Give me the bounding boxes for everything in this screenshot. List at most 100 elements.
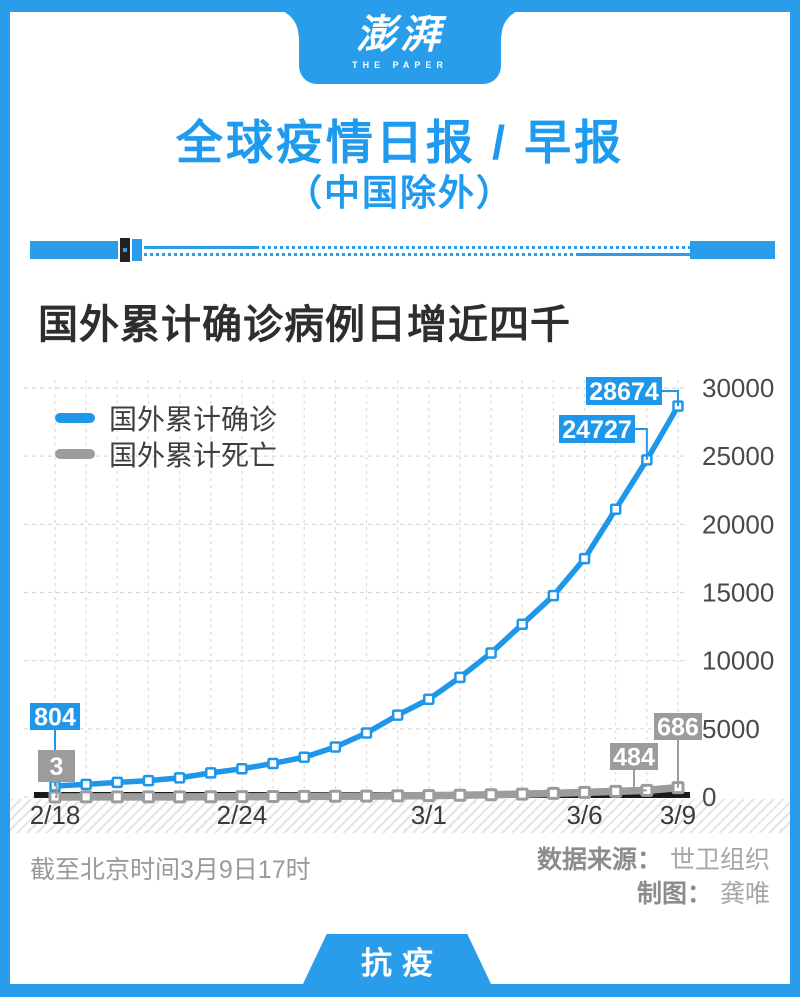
data-point-marker <box>516 618 528 631</box>
legend-label: 国外累计死亡 <box>109 440 278 471</box>
annotation-connector <box>635 428 648 460</box>
data-point-marker <box>141 790 155 804</box>
divider-left-block <box>30 241 118 259</box>
data-point-marker <box>235 790 249 804</box>
data-point-marker <box>329 741 342 753</box>
campaign-tag: 抗疫 <box>361 945 443 981</box>
deaths-line-swatch <box>55 449 95 459</box>
divider-line <box>144 246 256 249</box>
data-point-marker <box>609 503 622 515</box>
annotation-box <box>559 415 635 443</box>
data-point-marker <box>328 789 342 803</box>
annotation-value: 28674 <box>589 378 659 406</box>
data-point-marker <box>173 790 187 804</box>
data-point-marker <box>204 790 218 804</box>
page-frame-right <box>790 0 800 997</box>
legend-item-confirmed: 国外累计确诊 <box>55 400 277 436</box>
divider-buckle-dot <box>123 248 127 252</box>
annotation-box <box>586 377 662 405</box>
header-logo-tab: 澎湃 THE PAPER <box>271 0 529 84</box>
data-point-marker <box>298 751 310 763</box>
thepaper-logo: 澎湃 <box>356 12 444 57</box>
credit-label: 制图： <box>636 880 712 908</box>
line-chart: 0 5000 10000 15000 20000 25000 30000 2/18 2/24 3/… <box>24 373 774 830</box>
annotation-value: 3 <box>50 753 64 781</box>
credit-line: 制图： 龚唯 <box>537 877 770 911</box>
footer-credits: 数据来源： 世卫组织 制图： 龚唯 <box>537 843 770 911</box>
x-axis-hatch-band <box>10 799 790 833</box>
divider-small-block <box>132 239 142 261</box>
data-point-marker <box>142 774 155 787</box>
divider-right-block <box>690 241 775 259</box>
data-point-marker <box>578 785 592 799</box>
data-point-marker <box>173 772 186 784</box>
data-point-marker <box>547 589 560 602</box>
data-point-marker <box>391 709 404 721</box>
data-point-marker <box>267 757 279 770</box>
page-frame-left <box>0 0 10 997</box>
annotation-value: 804 <box>34 704 76 732</box>
annotation-connector <box>55 782 58 798</box>
chart-title: 国外累计确诊病例日增近四千 <box>38 303 571 347</box>
data-point-marker <box>515 787 529 801</box>
data-point-marker <box>422 789 436 803</box>
data-point-marker <box>453 788 467 802</box>
data-point-marker <box>79 790 93 804</box>
data-point-marker <box>454 671 466 684</box>
data-point-marker <box>111 776 124 789</box>
y-axis-tick-label: 15000 <box>702 578 774 608</box>
confirmed-line-swatch <box>55 413 95 423</box>
data-point-marker <box>423 693 435 706</box>
data-point-marker <box>205 767 217 779</box>
decorative-divider <box>0 234 800 266</box>
annotation-value: 484 <box>613 744 655 772</box>
data-point-marker <box>546 786 560 800</box>
data-point-marker <box>360 727 373 739</box>
data-point-marker <box>485 647 497 659</box>
chart-legend: 国外累计确诊 国外累计死亡 <box>55 400 277 472</box>
x-axis-tick-label: 2/24 <box>217 800 268 830</box>
annotation-connector <box>662 390 679 407</box>
data-source-line: 数据来源： 世卫组织 <box>537 843 770 877</box>
divider-dotted-line <box>144 253 578 256</box>
legend-label: 国外累计确诊 <box>109 404 278 435</box>
y-axis-tick-label: 5000 <box>702 714 760 744</box>
thepaper-logo-en: THE PAPER <box>352 60 448 70</box>
annotation-connector <box>633 770 647 792</box>
annotation-box <box>30 703 80 730</box>
data-point-marker <box>578 552 591 565</box>
data-point-marker <box>80 778 92 791</box>
data-point-marker <box>391 789 405 803</box>
cutoff-time-note: 截至北京时间3月9日17时 <box>30 856 311 884</box>
page-frame-bottom <box>0 984 800 997</box>
data-point-marker <box>360 789 373 803</box>
divider-line <box>578 253 690 256</box>
y-axis-tick-label: 30000 <box>702 373 774 403</box>
x-axis-tick-label: 3/1 <box>411 800 447 830</box>
annotation-box <box>654 713 702 740</box>
annotation-value: 686 <box>657 714 699 742</box>
x-axis-tick-label: 3/6 <box>566 800 602 830</box>
y-axis-tick-label: 0 <box>702 782 716 812</box>
divider-dotted-line <box>256 246 690 249</box>
y-axis-tick-label: 25000 <box>702 441 774 471</box>
y-axis-tick-label: 20000 <box>702 509 774 539</box>
data-point-marker <box>609 784 623 798</box>
data-point-marker <box>297 789 311 803</box>
data-point-marker <box>110 790 124 804</box>
divider-buckle <box>120 238 130 262</box>
bottom-tag-tab: 抗疫 <box>302 934 492 986</box>
source-label: 数据来源： <box>536 846 662 874</box>
annotation-value: 24727 <box>562 416 632 444</box>
page-subtitle: （中国除外） <box>285 172 514 213</box>
annotation-box <box>610 743 658 770</box>
data-point-marker <box>266 790 280 804</box>
data-point-marker <box>484 788 498 802</box>
annotation-box <box>38 750 75 782</box>
x-axis-tick-label: 3/9 <box>660 800 696 830</box>
x-axis-tick-label: 2/18 <box>30 800 81 830</box>
page-title: 全球疫情日报 / 早报 <box>175 116 625 169</box>
data-point-marker <box>236 763 248 775</box>
source-value: 世卫组织 <box>669 846 770 874</box>
credit-value: 龚唯 <box>719 880 770 908</box>
